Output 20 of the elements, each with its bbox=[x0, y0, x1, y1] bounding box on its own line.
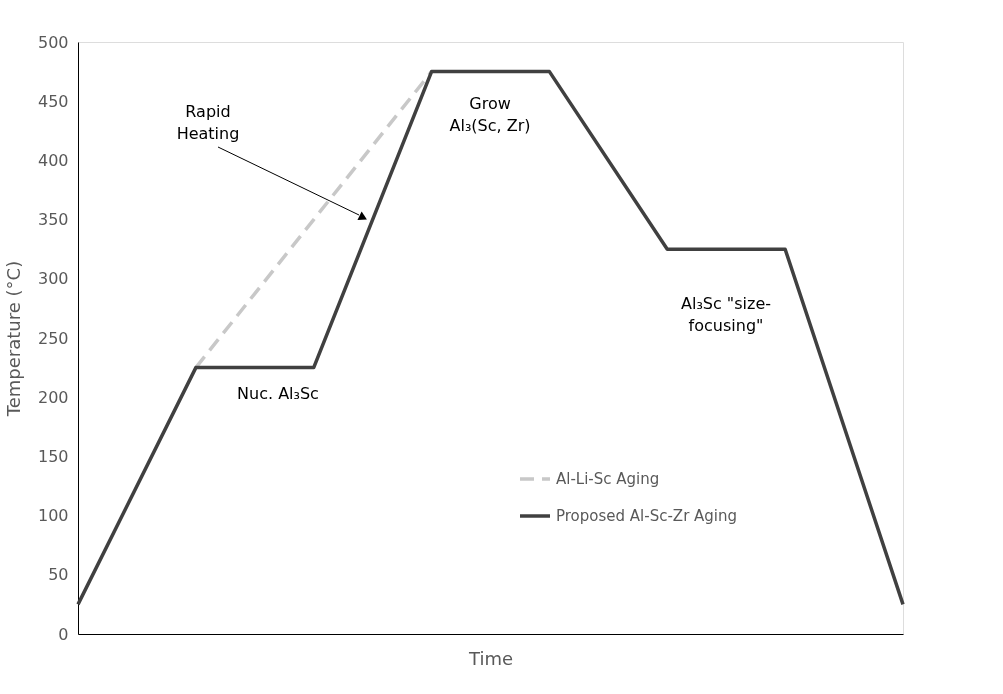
legend-label: Al-Li-Sc Aging bbox=[556, 470, 660, 488]
legend-label: Proposed Al-Sc-Zr Aging bbox=[556, 507, 738, 525]
y-tick-label: 500 bbox=[37, 32, 69, 52]
annotation: Al₃Sc "size- focusing" bbox=[681, 294, 771, 335]
y-tick-label: 450 bbox=[37, 91, 69, 111]
x-axis-title: Time bbox=[467, 647, 514, 669]
y-axis-title: Temperature (°C) bbox=[2, 260, 24, 418]
line-series bbox=[76, 69, 905, 607]
y-tick-label: 0 bbox=[58, 624, 69, 644]
y-tick-label: 350 bbox=[37, 210, 69, 230]
y-tick-label: 200 bbox=[37, 387, 69, 407]
y-tick-label: 250 bbox=[37, 328, 69, 348]
y-tick-label: 150 bbox=[37, 446, 69, 466]
y-tick-label: 300 bbox=[37, 269, 69, 289]
y-tick-label: 50 bbox=[48, 565, 69, 585]
y-tick-label: 400 bbox=[37, 150, 69, 170]
annotation: Grow Al₃(Sc, Zr) bbox=[449, 94, 531, 135]
annotation: Rapid Heating bbox=[176, 102, 240, 143]
annotation: Nuc. Al₃Sc bbox=[237, 384, 319, 403]
y-tick-label: 100 bbox=[37, 506, 69, 526]
